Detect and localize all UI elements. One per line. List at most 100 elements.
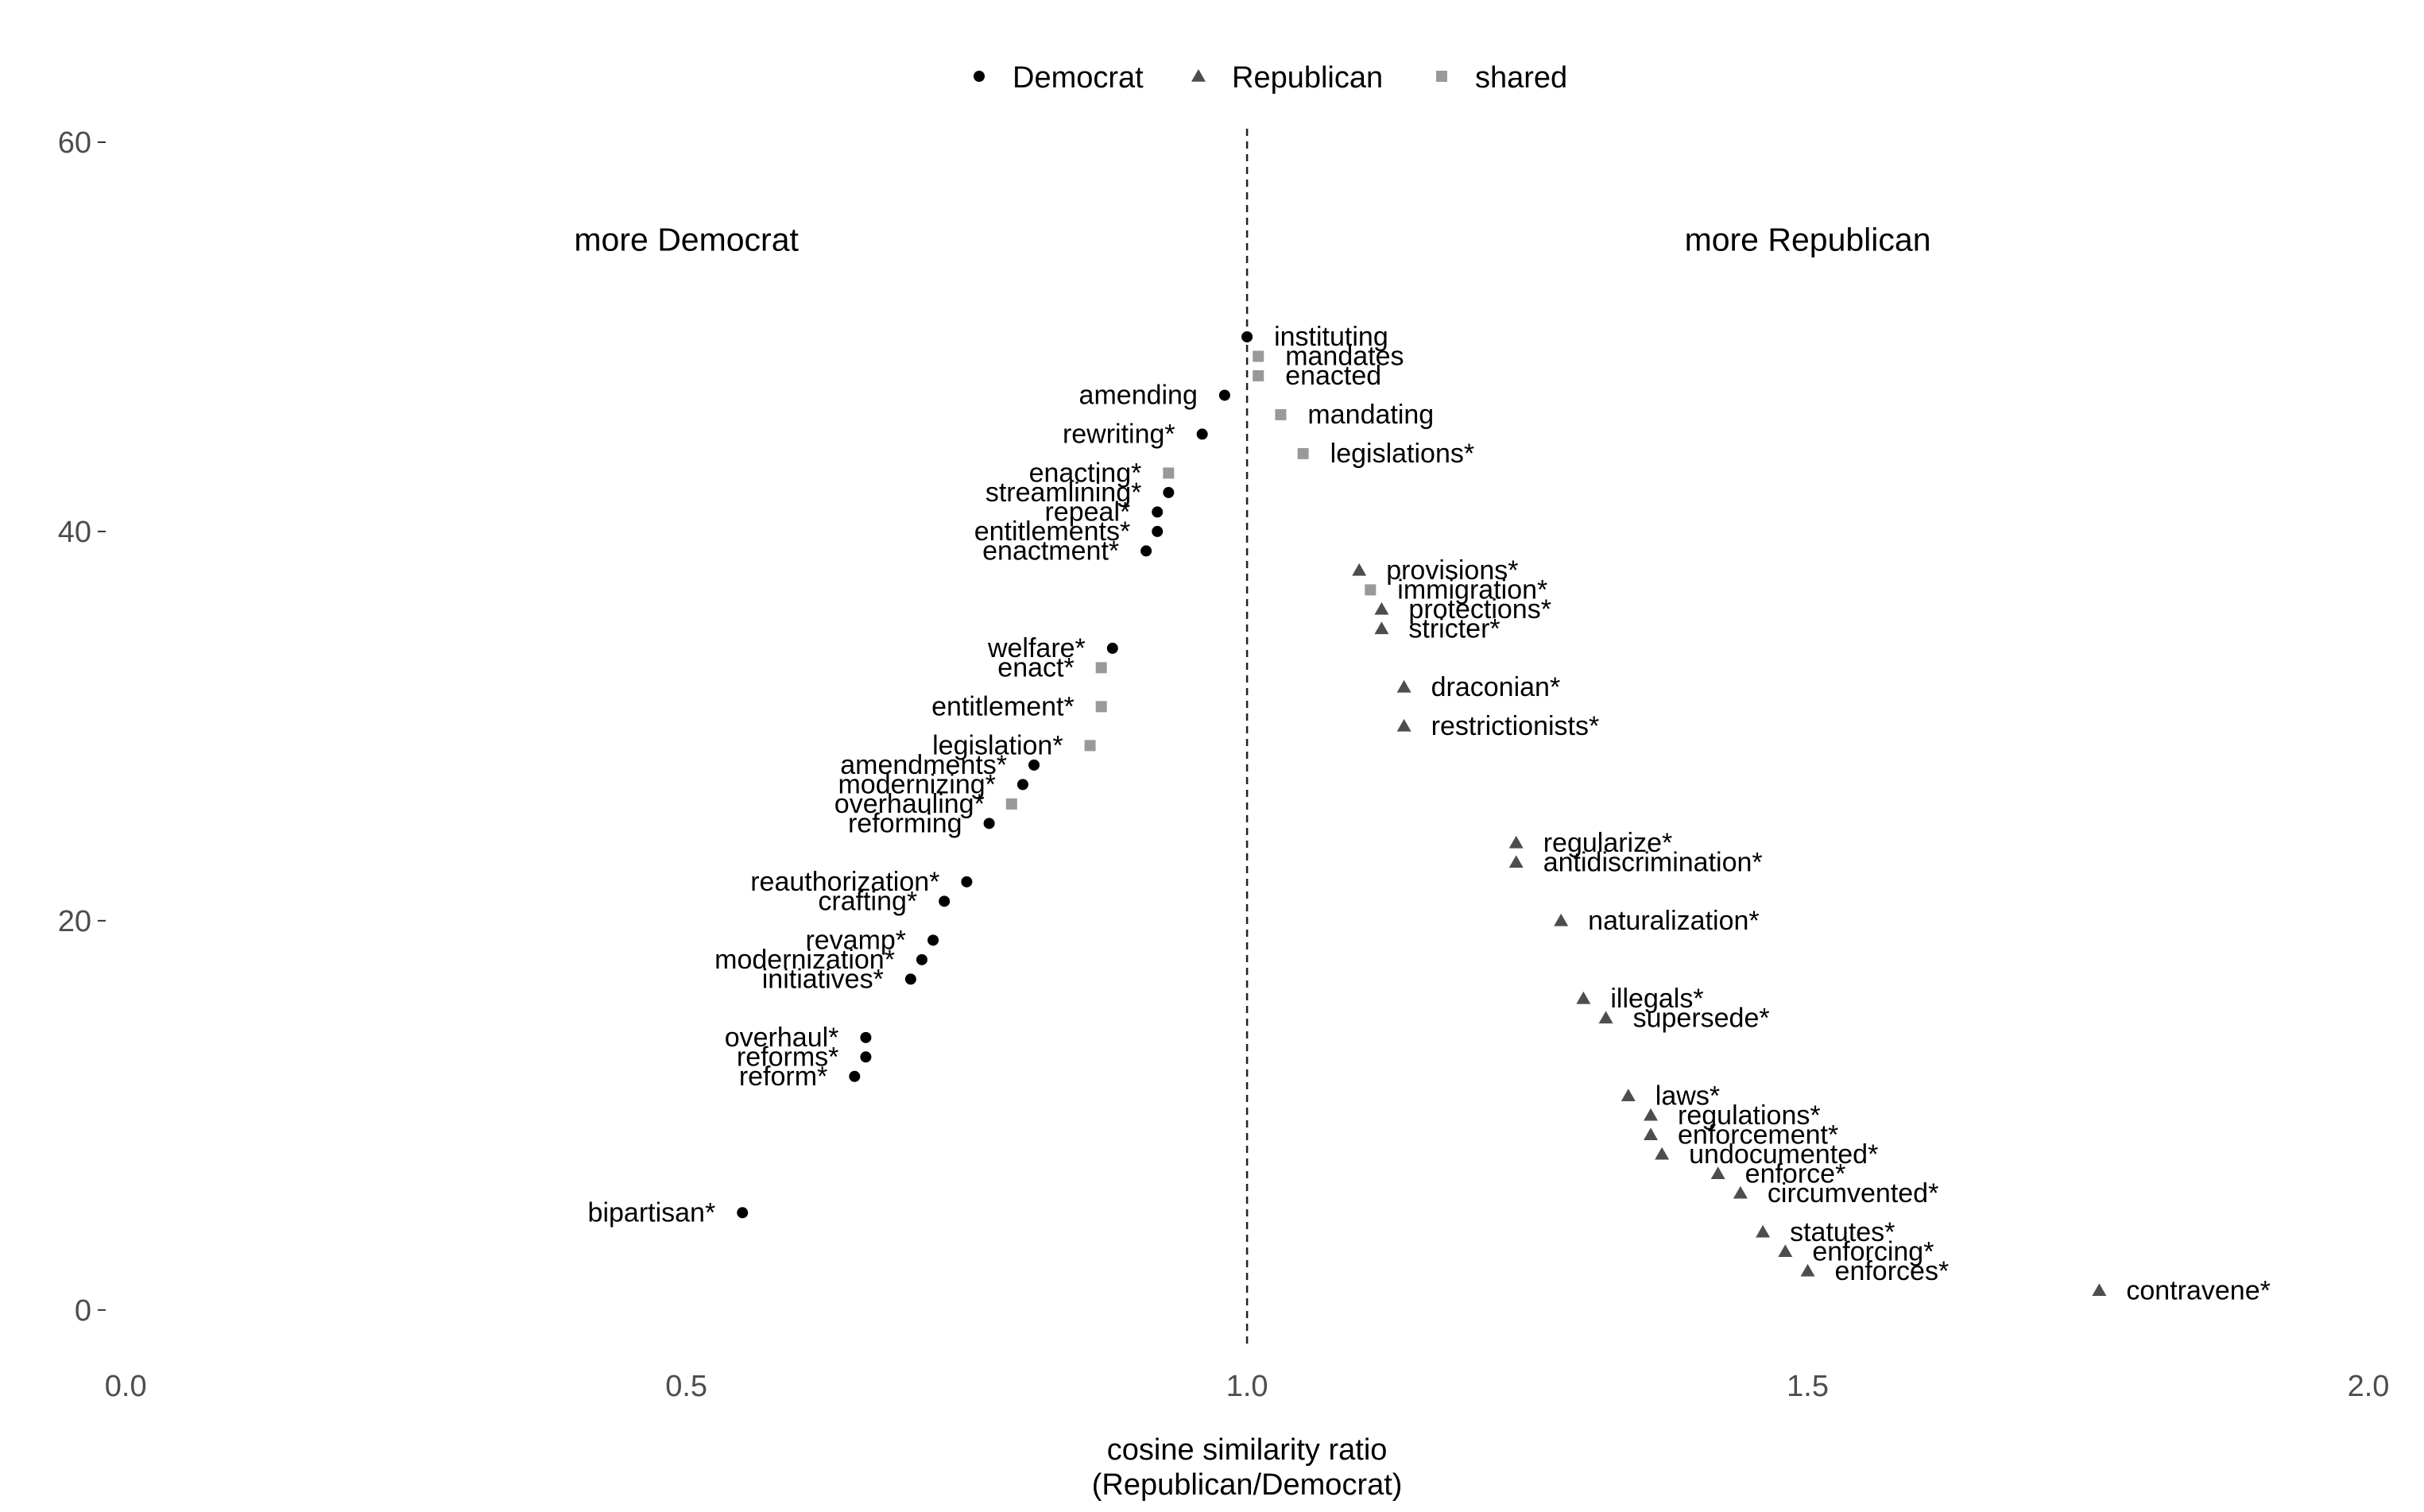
data-point-label: reauthorization* — [750, 867, 939, 897]
data-point-shared — [1005, 798, 1017, 810]
data-point-republican — [1644, 1127, 1659, 1141]
data-point-republican — [1621, 1089, 1636, 1102]
data-point-label: draconian* — [1431, 672, 1561, 702]
annotation-more-democrat: more Democrat — [574, 221, 799, 257]
data-point-democrat — [1152, 506, 1164, 518]
data-point-label: enactment* — [982, 536, 1119, 566]
legend-democrat-marker — [974, 71, 985, 82]
data-point-label: undocumented* — [1689, 1139, 1878, 1170]
data-point-label: contravene* — [2126, 1275, 2270, 1305]
data-point-label: initiatives* — [762, 964, 884, 994]
data-point-republican — [2092, 1283, 2107, 1297]
data-point-democrat — [1140, 545, 1152, 557]
y-tick-label: 60 — [58, 126, 91, 160]
data-point-democrat — [1218, 389, 1230, 401]
data-point-democrat — [1028, 759, 1040, 771]
data-point-label: reform* — [739, 1061, 827, 1092]
data-point-democrat — [1106, 642, 1118, 654]
x-tick-label: 1.0 — [1226, 1370, 1268, 1403]
legend: Democrat Republican shared — [974, 61, 1567, 95]
data-point-democrat — [961, 876, 973, 887]
data-point-republican — [1554, 913, 1569, 926]
legend-republican-marker — [1191, 69, 1206, 82]
data-point-shared — [1095, 662, 1107, 674]
legend-shared-label: shared — [1475, 61, 1567, 95]
data-point-democrat — [939, 895, 951, 907]
data-point-republican — [1644, 1108, 1659, 1121]
data-point-shared — [1275, 408, 1287, 420]
data-point-label: overhaul* — [725, 1023, 839, 1053]
data-point-republican — [1800, 1263, 1815, 1277]
x-tick-label: 0.5 — [665, 1370, 707, 1403]
annotations: more Democrat more Republican — [574, 221, 1930, 257]
data-point-democrat — [1196, 428, 1208, 440]
data-point-label: instituting — [1274, 322, 1388, 352]
data-point-shared — [1297, 447, 1309, 459]
data-point-democrat — [983, 818, 995, 829]
data-point-label: regularize* — [1543, 828, 1673, 858]
data-point-label: mandating — [1307, 400, 1434, 430]
annotation-more-republican: more Republican — [1685, 221, 1931, 257]
data-point-republican — [1756, 1224, 1771, 1238]
data-point-label: enacted — [1285, 361, 1381, 391]
data-point-republican — [1778, 1244, 1793, 1258]
data-point-label: protections* — [1408, 594, 1551, 625]
data-point-democrat — [737, 1207, 749, 1219]
data-point-label: enforce* — [1745, 1158, 1846, 1189]
data-point-label: restrictionists* — [1431, 711, 1600, 741]
data-point-republican — [1352, 563, 1367, 576]
data-point-label: welfare* — [987, 633, 1086, 663]
data-point-shared — [1163, 467, 1175, 479]
data-point-label: enforcement* — [1678, 1119, 1838, 1150]
legend-democrat-label: Democrat — [1013, 61, 1144, 95]
data-point-label: reforming — [848, 808, 962, 838]
data-point-label: supersede* — [1633, 1003, 1770, 1033]
y-tick-label: 0 — [75, 1294, 91, 1328]
data-point-label: crafting* — [818, 886, 917, 916]
data-points — [737, 331, 2107, 1297]
data-point-republican — [1508, 835, 1524, 849]
data-point-label: entitlement* — [931, 691, 1075, 721]
data-point-republican — [1598, 1011, 1613, 1024]
data-point-label: legislations* — [1330, 439, 1474, 469]
data-point-republican — [1576, 991, 1591, 1004]
data-point-democrat — [1163, 486, 1175, 498]
data-point-label: provisions* — [1386, 555, 1518, 586]
data-point-republican — [1374, 621, 1389, 635]
data-point-republican — [1396, 718, 1411, 732]
data-point-label: mandates — [1285, 341, 1404, 371]
data-point-label: stricter* — [1408, 613, 1500, 644]
data-point-republican — [1733, 1185, 1748, 1199]
data-point-label: overhauling* — [834, 789, 985, 819]
data-point-label: laws* — [1655, 1081, 1720, 1111]
data-point-label: immigration* — [1397, 574, 1547, 605]
axes: 0 20 40 60 0.0 0.5 1.0 1.5 2.0 cosine similarity … — [58, 126, 2390, 1502]
data-point-label: naturalization* — [1588, 906, 1759, 936]
legend-shared-marker — [1436, 71, 1447, 82]
data-point-label: illegals* — [1610, 984, 1703, 1014]
data-point-label: streamlining* — [985, 478, 1142, 508]
x-axis-title-line-1: cosine similarity ratio — [1107, 1433, 1388, 1467]
data-point-label: regulations* — [1678, 1100, 1821, 1131]
y-tick-label: 20 — [58, 905, 91, 938]
data-point-democrat — [916, 953, 927, 965]
data-point-label: circumvented* — [1768, 1178, 1938, 1208]
data-point-label: amending — [1079, 380, 1198, 410]
data-point-republican — [1710, 1166, 1725, 1180]
data-point-label: modernization* — [714, 945, 895, 975]
data-point-shared — [1095, 701, 1107, 713]
data-point-democrat — [927, 934, 939, 946]
data-point-label: revamp* — [805, 925, 906, 955]
data-point-democrat — [860, 1031, 872, 1043]
data-point-label: modernizing* — [838, 769, 995, 799]
data-point-shared — [1084, 740, 1096, 752]
data-point-label: legislation* — [932, 730, 1063, 760]
data-point-shared — [1253, 369, 1264, 381]
data-point-label: amendments* — [840, 750, 1007, 780]
data-point-label: enact* — [997, 652, 1074, 683]
data-point-democrat — [1016, 779, 1028, 791]
y-tick-label: 40 — [58, 516, 91, 549]
data-point-democrat — [1241, 331, 1253, 342]
